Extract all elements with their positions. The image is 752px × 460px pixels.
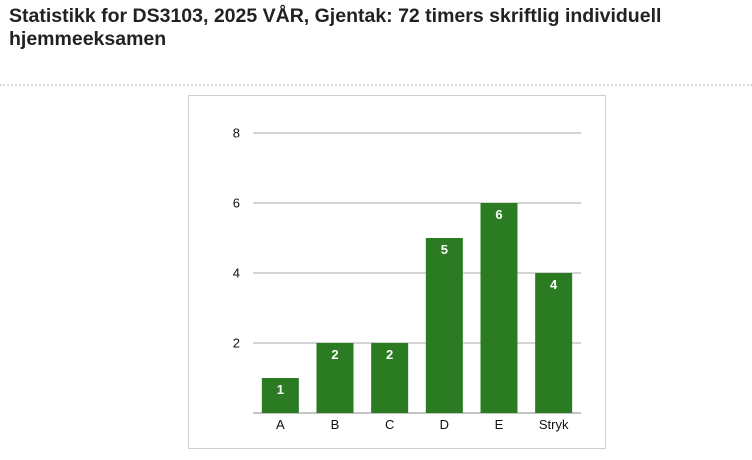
y-tick-label-2: 2 — [233, 336, 240, 351]
bar-a — [261, 378, 299, 413]
data-label-stryk: 4 — [550, 277, 558, 292]
data-label-c: 2 — [386, 347, 393, 362]
x-tick-label-stryk: Stryk — [539, 417, 569, 432]
bar-b — [316, 343, 354, 413]
bar-chart-svg: 2 4 6 8 1 A 2 B 2 C 5 D 6 E 4 Stryk — [233, 126, 581, 432]
title-divider — [0, 84, 752, 86]
data-label-a: 1 — [277, 382, 284, 397]
bar-stryk — [535, 273, 573, 413]
y-tick-label-6: 6 — [233, 196, 240, 211]
x-tick-label-b: B — [331, 417, 340, 432]
data-label-d: 5 — [441, 242, 448, 257]
data-label-b: 2 — [331, 347, 338, 362]
bar-e — [480, 203, 518, 413]
page-title: Statistikk for DS3103, 2025 VÅR, Gjentak… — [9, 5, 662, 50]
x-tick-label-c: C — [385, 417, 394, 432]
y-tick-label-8: 8 — [233, 126, 240, 141]
x-tick-label-e: E — [495, 417, 504, 432]
y-tick-label-4: 4 — [233, 266, 240, 281]
bar-d — [425, 238, 463, 413]
x-tick-label-a: A — [276, 417, 285, 432]
data-label-e: 6 — [495, 207, 502, 222]
bar-c — [371, 343, 409, 413]
grade-distribution-chart: 2 4 6 8 1 A 2 B 2 C 5 D 6 E 4 Stryk — [188, 95, 606, 449]
x-tick-label-d: D — [440, 417, 449, 432]
